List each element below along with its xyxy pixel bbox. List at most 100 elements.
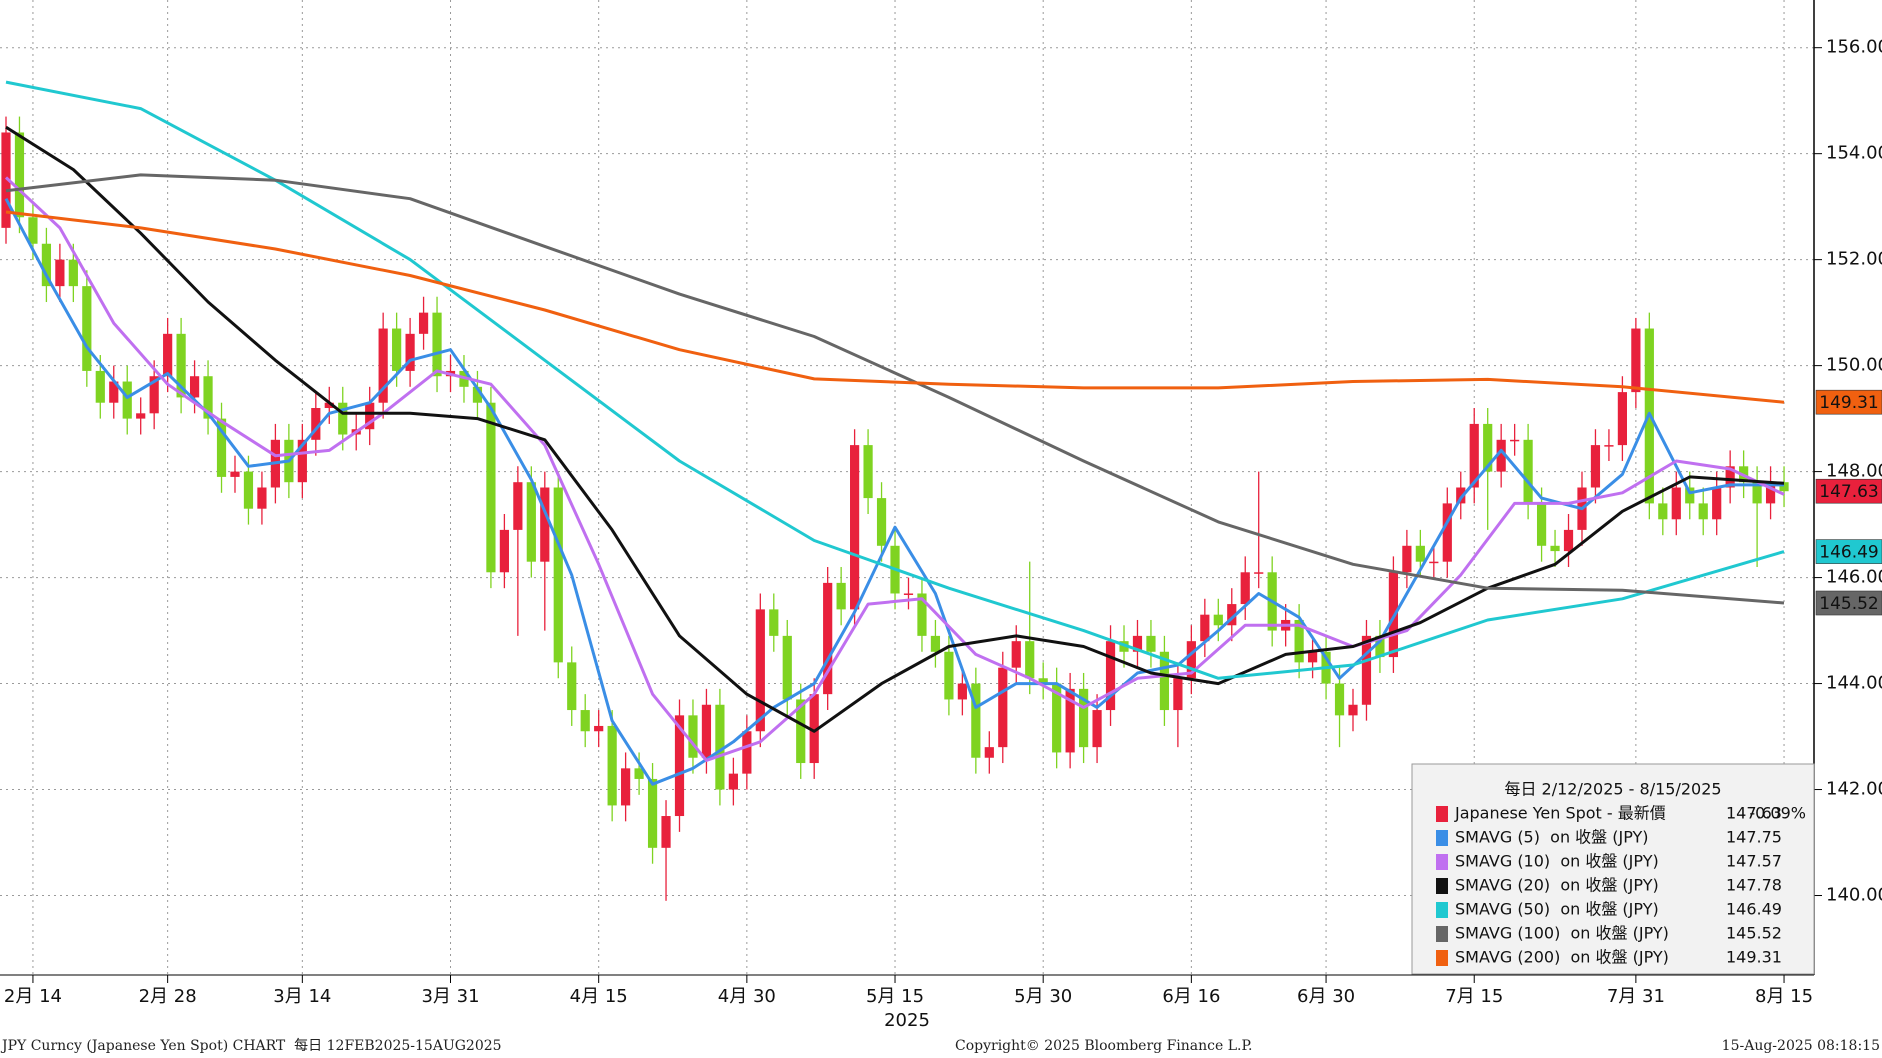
candle-body	[1496, 439, 1506, 472]
candle-body	[553, 487, 563, 663]
candle-body	[1, 132, 11, 228]
x-tick-label: 2月 28	[139, 986, 197, 1007]
candle-body	[1173, 678, 1183, 711]
candle-body	[742, 731, 752, 774]
candle-body	[1510, 439, 1520, 442]
candle-body	[418, 312, 429, 334]
candle-body	[1227, 604, 1237, 626]
candle-body	[1361, 635, 1372, 705]
candle-body	[580, 710, 590, 732]
candle-body	[405, 333, 415, 371]
footer-center: Copyright© 2025 Bloomberg Finance L.P.	[955, 1038, 1253, 1054]
legend-value: 146.49	[1726, 900, 1782, 919]
x-tick-label: 6月 30	[1297, 986, 1355, 1007]
candle-body	[1146, 635, 1156, 652]
candle-body	[607, 725, 617, 806]
candle-body	[311, 408, 321, 440]
candle-body	[594, 725, 604, 732]
x-tick-label: 7月 31	[1607, 986, 1665, 1007]
legend-value: 147.78	[1726, 876, 1782, 895]
value-tag-label: 147.63	[1819, 482, 1878, 502]
candle-body	[809, 694, 819, 764]
candle-body	[1092, 710, 1102, 748]
candle-body	[647, 778, 658, 848]
candle-body	[782, 635, 792, 700]
y-tick-label: 148.00	[1826, 461, 1882, 482]
candle-body	[82, 286, 92, 371]
legend-swatch	[1436, 950, 1448, 966]
candle-body	[1186, 641, 1196, 679]
candle-body	[863, 445, 873, 499]
sma-line	[5, 125, 1785, 733]
legend-value: 149.31	[1726, 948, 1782, 967]
candle-body	[95, 370, 105, 403]
candle-body	[1563, 529, 1574, 552]
legend-value: 147.75	[1726, 828, 1782, 847]
legend-label: SMAVG (100) on 收盤 (JPY)	[1455, 924, 1669, 943]
legend-swatch	[1436, 878, 1448, 894]
candle-body	[243, 471, 254, 509]
candle-body	[486, 402, 496, 573]
candle-body	[1348, 704, 1358, 716]
candle-body	[324, 402, 334, 409]
value-tag	[1815, 389, 1882, 415]
candle-body	[540, 487, 550, 562]
candle-body	[944, 651, 954, 700]
candle-body	[68, 259, 78, 287]
candle-body	[1334, 683, 1345, 716]
candle-body	[1200, 614, 1210, 642]
candle-body	[917, 593, 927, 636]
candle-body	[1025, 641, 1035, 679]
x-axis-year: 2025	[884, 1010, 930, 1031]
candle-body	[216, 418, 227, 477]
candle-body	[903, 593, 914, 595]
x-tick-label: 4月 30	[718, 986, 776, 1007]
candle-body	[297, 439, 307, 483]
candle-body	[1105, 641, 1116, 711]
x-tick-label: 6月 16	[1162, 986, 1220, 1007]
y-tick-label: 150.00	[1826, 355, 1882, 376]
y-tick-label: 140.00	[1826, 885, 1882, 906]
candle-body	[1132, 635, 1143, 652]
candle-body	[1402, 545, 1412, 573]
candle-body	[163, 333, 173, 377]
legend-label: SMAVG (10) on 收盤 (JPY)	[1455, 852, 1659, 871]
y-tick-label: 152.00	[1826, 249, 1882, 270]
candle-body	[1483, 423, 1493, 472]
candle-body	[1658, 503, 1668, 520]
legend-swatch	[1436, 854, 1448, 870]
candle-body	[1765, 482, 1776, 504]
candle-body	[378, 328, 388, 403]
grid	[0, 0, 1814, 975]
candle-body	[1415, 545, 1425, 562]
legend-value: 147.63	[1726, 804, 1782, 823]
candle-body	[1685, 487, 1695, 504]
candle-body	[823, 582, 833, 695]
candle-body	[715, 704, 725, 790]
candle-body	[1240, 572, 1250, 605]
y-tick-label: 146.00	[1826, 567, 1882, 588]
candle-body	[621, 768, 631, 806]
candle-body	[513, 482, 523, 530]
candle-body	[526, 482, 536, 562]
y-tick-label: 156.00	[1826, 37, 1882, 58]
candle-body	[634, 768, 644, 779]
candle-body	[1550, 545, 1560, 552]
candle-body	[1429, 561, 1439, 564]
candle-body	[930, 635, 941, 652]
x-tick-label: 4月 15	[570, 986, 628, 1007]
value-tag	[1815, 539, 1882, 564]
candle-body	[365, 402, 375, 430]
legend: 每日 2/12/2025 - 8/15/2025 Japanese Yen Sp…	[1411, 763, 1815, 975]
candle-body	[28, 217, 38, 244]
value-tags: 146.49 145.52 149.31 147.63	[1815, 389, 1882, 616]
candle-body	[1011, 641, 1021, 668]
legend-header: 每日 2/12/2025 - 8/15/2025	[1504, 780, 1721, 799]
candle-body	[1631, 328, 1641, 393]
candle-body	[1523, 439, 1533, 504]
legend-label: SMAVG (20) on 收盤 (JPY)	[1455, 876, 1659, 895]
candle-body	[392, 328, 402, 371]
legend-label: SMAVG (200) on 收盤 (JPY)	[1455, 948, 1669, 967]
x-tick-label: 3月 14	[273, 986, 331, 1007]
